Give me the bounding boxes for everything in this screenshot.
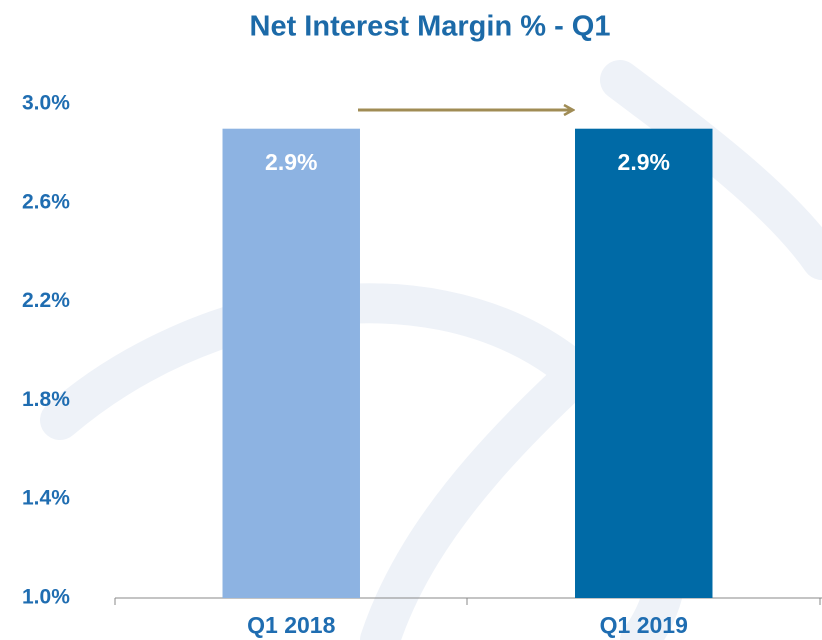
y-tick-label: 1.0% — [22, 586, 70, 609]
bar — [223, 129, 360, 598]
page: {"chart_data": {"type": "bar", "title": … — [0, 0, 822, 640]
x-tick-label: Q1 2018 — [247, 612, 335, 638]
value-label: 2.9% — [265, 149, 317, 175]
y-tick-label: 2.2% — [22, 289, 70, 312]
y-tick-label: 1.8% — [22, 388, 70, 411]
bar — [575, 129, 712, 598]
y-tick-label: 3.0% — [22, 92, 70, 115]
chart-title: Net Interest Margin % - Q1 — [250, 11, 611, 43]
x-tick-label: Q1 2019 — [600, 612, 688, 638]
y-tick-label: 2.6% — [22, 190, 70, 213]
chart: Net Interest Margin % - Q1 1.0% 1.4% 1.8% 2… — [0, 0, 822, 640]
value-label: 2.9% — [618, 149, 670, 175]
y-tick-label: 1.4% — [22, 487, 70, 510]
